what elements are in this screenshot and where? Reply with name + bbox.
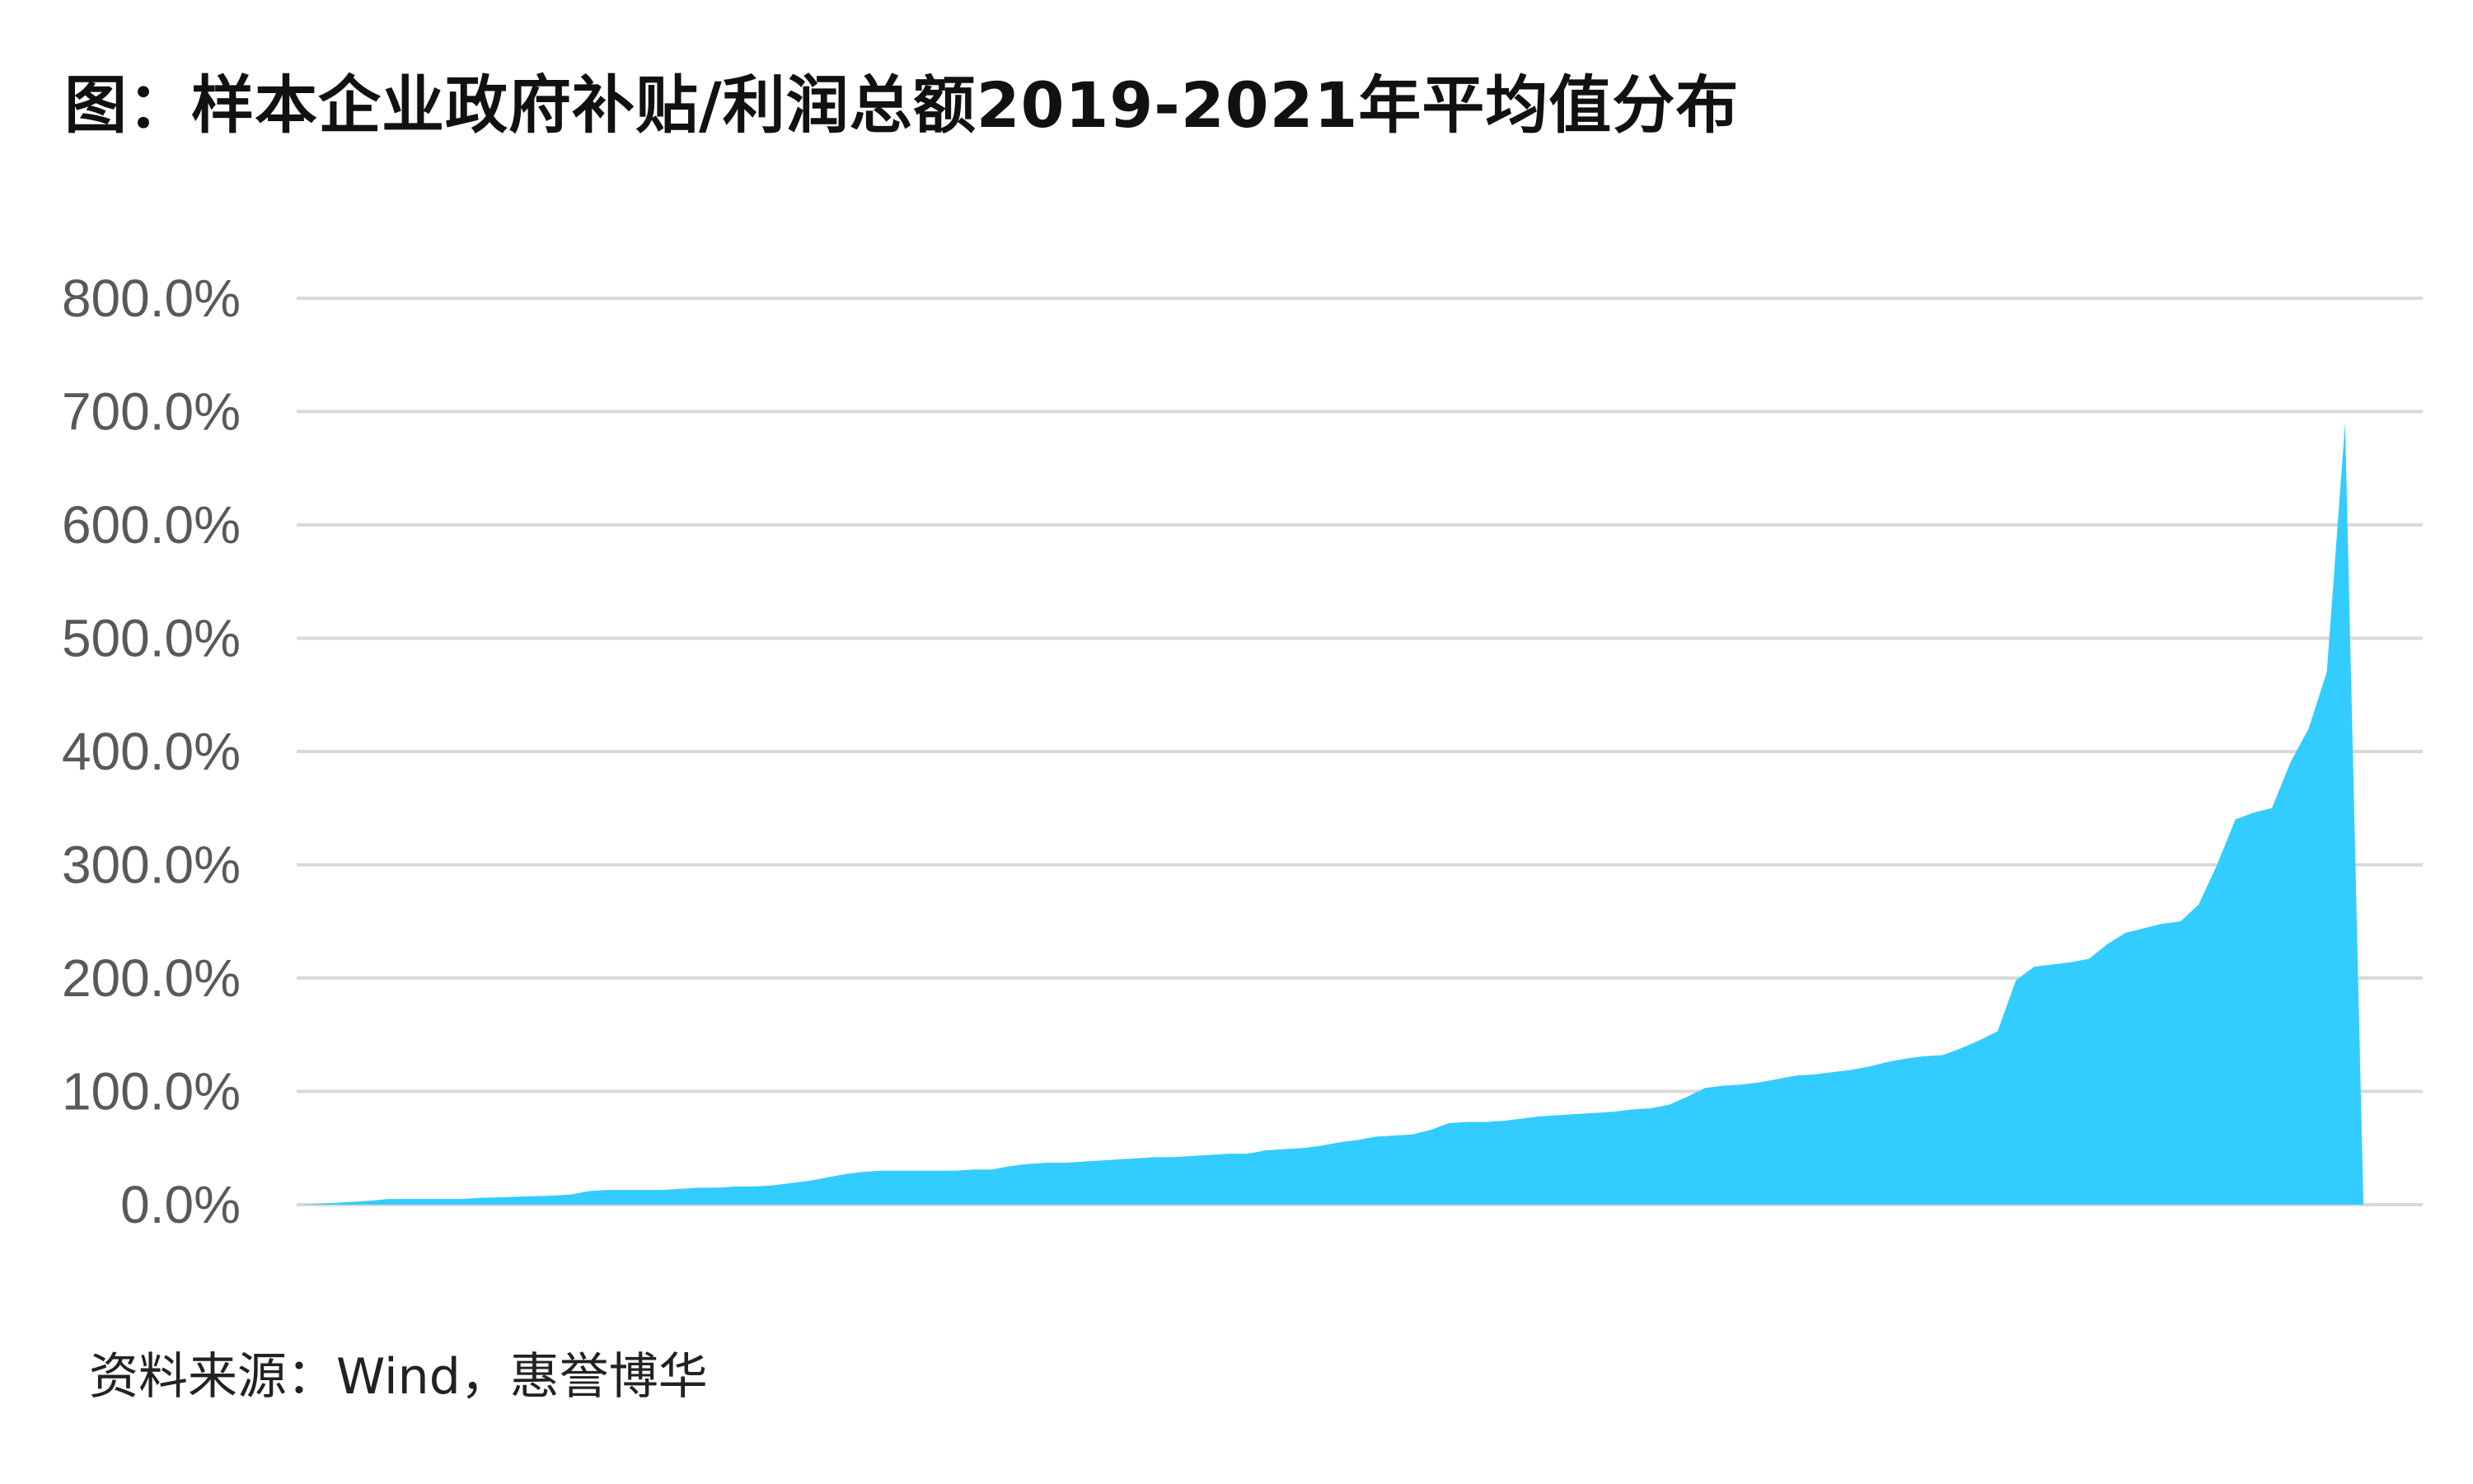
y-tick-label: 800.0%	[62, 269, 241, 328]
area-series-0	[297, 423, 2363, 1205]
area-series-group	[297, 423, 2363, 1205]
y-tick-label: 400.0%	[62, 722, 241, 781]
source-note: 资料来源：Wind，惠誉博华	[89, 1348, 708, 1406]
y-tick-label: 200.0%	[62, 948, 241, 1008]
y-tick-label: 0.0%	[120, 1175, 241, 1234]
y-axis-tick-labels: 0.0% 100.0% 200.0% 300.0% 400.0% 500.0% 600.0%…	[62, 269, 241, 1234]
y-tick-label: 300.0%	[62, 836, 241, 895]
y-tick-label: 600.0%	[62, 495, 241, 555]
chart-title: 图：样本企业政府补贴/利润总额2019-2021年平均值分布	[64, 68, 1740, 142]
y-tick-label: 500.0%	[62, 609, 241, 668]
y-tick-label: 100.0%	[62, 1062, 241, 1121]
y-tick-label: 700.0%	[62, 382, 241, 442]
